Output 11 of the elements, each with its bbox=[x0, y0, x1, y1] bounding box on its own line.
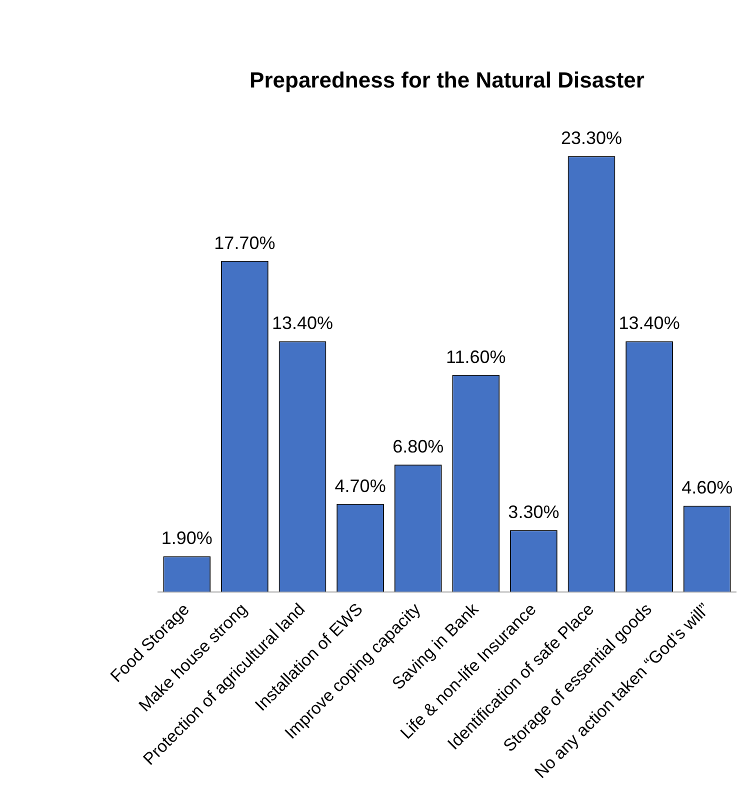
data-label: 13.40% bbox=[618, 313, 680, 334]
chart-title: Preparedness for the Natural Disaster bbox=[250, 67, 645, 92]
data-label: 4.70% bbox=[334, 476, 386, 496]
data-label: 1.90% bbox=[161, 528, 212, 548]
data-label: 23.30% bbox=[560, 128, 622, 148]
data-label: 17.70% bbox=[214, 232, 276, 253]
data-label: 6.80% bbox=[392, 436, 444, 457]
data-label: 4.60% bbox=[682, 478, 733, 498]
data-label: 13.40% bbox=[272, 313, 334, 334]
data-label: 3.30% bbox=[508, 502, 560, 522]
data-label: 11.60% bbox=[446, 346, 506, 367]
